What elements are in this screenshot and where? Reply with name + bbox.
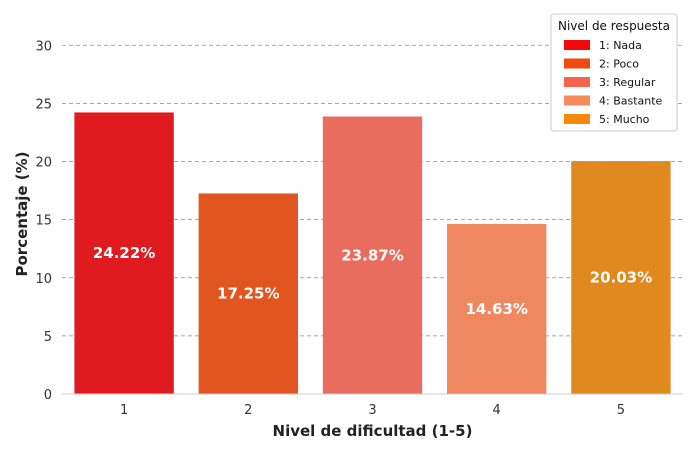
legend-entry-label: 4: Bastante (599, 95, 663, 108)
legend-entry-label: 3: Regular (599, 76, 656, 89)
y-tick-label: 20 (35, 156, 52, 171)
data-label-4: 14.63% (465, 300, 527, 318)
data-label-1: 24.22% (93, 244, 155, 262)
x-tick-label: 3 (368, 403, 376, 418)
data-labels: 24.22% 17.25% 23.87% 14.63% 20.03% (93, 244, 652, 318)
legend-title: Nivel de respuesta (558, 19, 670, 33)
data-label-3: 23.87% (341, 246, 403, 264)
y-tick-label: 15 (35, 214, 52, 229)
bar-4 (447, 223, 547, 394)
legend-swatch (564, 40, 590, 50)
data-label-5: 20.03% (590, 269, 652, 287)
y-tick-label: 30 (35, 39, 52, 54)
legend-swatch (564, 95, 590, 106)
data-label-2: 17.25% (217, 285, 279, 303)
legend-swatch (564, 114, 590, 124)
bar-3 (322, 116, 423, 394)
bar-2 (198, 193, 298, 394)
y-axis-ticks: 0 5 10 15 20 25 30 (35, 39, 52, 403)
bars (74, 112, 671, 394)
y-tick-label: 10 (35, 272, 52, 287)
x-axis-label: Nivel de dificultad (1-5) (273, 422, 473, 440)
legend-entry-label: 1: Nada (599, 39, 642, 52)
legend-swatch (564, 58, 590, 69)
x-tick-label: 5 (617, 403, 625, 418)
y-tick-label: 25 (35, 97, 52, 112)
legend-swatch (564, 77, 590, 87)
x-axis-ticks: 1 2 3 4 5 (120, 403, 625, 418)
legend: Nivel de respuesta 1: Nada 2: Poco 3: Regu… (550, 13, 678, 132)
legend-entry-label: 2: Poco (599, 58, 639, 71)
bar-1 (74, 112, 174, 394)
legend-entry-label: 5: Mucho (599, 113, 650, 126)
bar-5 (571, 161, 671, 394)
y-tick-label: 0 (44, 388, 52, 403)
y-tick-label: 5 (44, 330, 52, 345)
legend-entries: 1: Nada 2: Poco 3: Regular 4: Bastante 5: Mu… (564, 39, 663, 126)
y-axis-label: Porcentaje (%) (13, 151, 31, 276)
x-tick-label: 4 (493, 403, 501, 418)
x-tick-label: 1 (120, 403, 128, 418)
x-tick-label: 2 (244, 403, 252, 418)
